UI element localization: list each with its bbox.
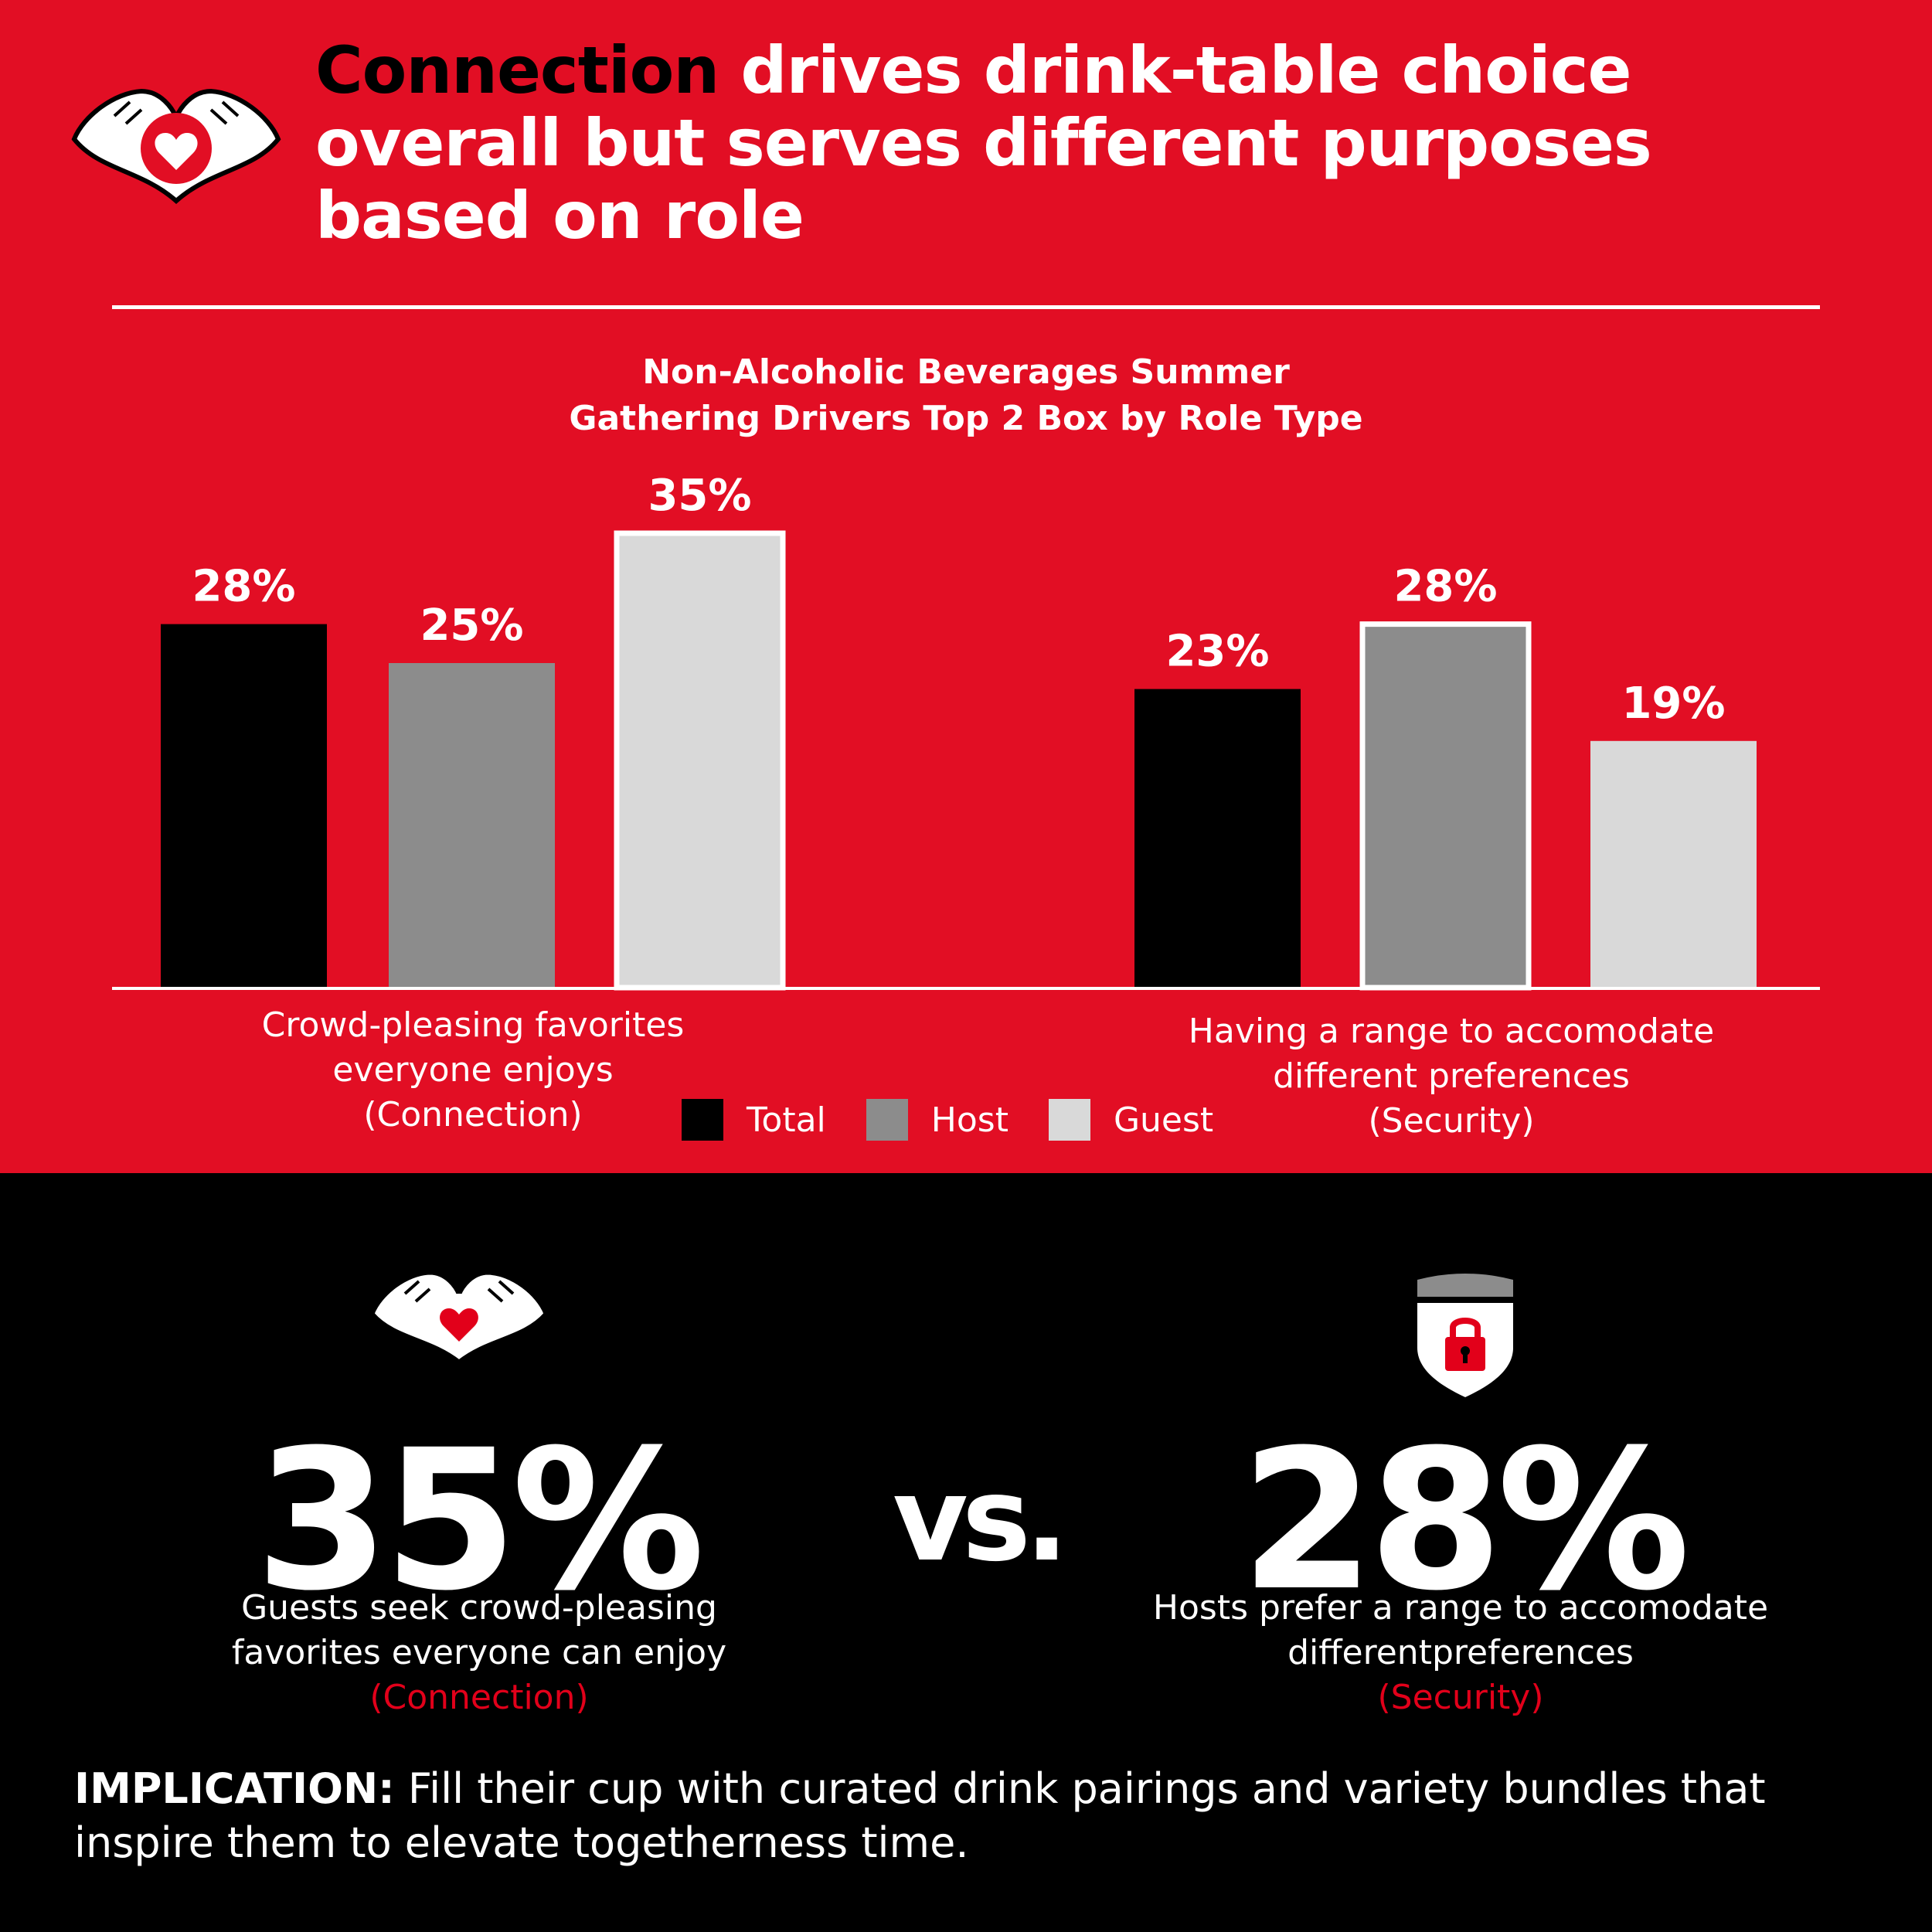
data-label-host-1: 25% [420,600,523,651]
headline: Connection drives drink-table choice ove… [315,34,1861,252]
bar-host-1 [389,663,555,988]
implication: IMPLICATION: Fill their cup with curated… [74,1762,1883,1870]
bar-total-1 [161,624,327,988]
implication-text: Fill their cup with curated drink pairin… [74,1764,1766,1867]
data-label-total-1: 28% [192,562,295,612]
vs-text: vs. [892,1453,1069,1587]
divider [112,305,1820,309]
bottom-panel [0,1173,1932,1932]
data-label-total-2: 23% [1165,627,1269,677]
chart-title-line-1: Non-Alcoholic Beverages Summer [642,352,1290,392]
bar-host-2 [1359,621,1532,991]
legend-label-guest: Guest [1113,1100,1214,1140]
category-label-connection: Crowd-pleasing favorites everyone enjoys… [261,1005,685,1134]
category-label-security: Having a range to accomodate different p… [1188,1012,1715,1141]
legend: Total Host Guest [682,1097,1253,1142]
top-panel: Connection drives drink-table choice ove… [0,0,1932,1173]
bar-total-2 [1134,689,1301,988]
bar-guest-1 [614,530,786,991]
legend-swatch-host [866,1099,908,1141]
stat-description-host: Hosts prefer a range to accomodate diffe… [1113,1586,1808,1720]
lock-shield-icon [1411,1272,1519,1400]
legend-swatch-guest [1048,1099,1090,1141]
legend-item-host: Host [866,1099,1009,1141]
stat-description-guest: Guests seek crowd-pleasing favorites eve… [185,1586,773,1720]
stat-tag-security: (Security) [1377,1678,1544,1717]
stat-tag-connection: (Connection) [369,1678,589,1717]
heart-hands-icon [366,1267,552,1368]
headline-strong: Connection [315,32,719,108]
implication-label: IMPLICATION: [74,1764,395,1813]
legend-label-host: Host [930,1100,1009,1140]
chart-title-line-2: Gathering Drivers Top 2 Box by Role Type [569,399,1362,438]
legend-item-total: Total [682,1099,826,1141]
stat-text-guest: Guests seek crowd-pleasing favorites eve… [231,1588,727,1672]
legend-item-guest: Guest [1048,1099,1214,1141]
stat-text-host: Hosts prefer a range to accomodate diffe… [1152,1588,1769,1672]
data-label-guest-1: 35% [648,471,751,521]
data-label-host-2: 28% [1393,562,1497,612]
x-axis-line [112,987,1820,990]
big-stat-host: 28% [1240,1408,1690,1633]
big-stat-guest: 35% [255,1408,705,1633]
bar-chart: Non-Alcoholic Beverages Summer Gathering … [112,352,1820,991]
legend-swatch-total [682,1099,723,1141]
data-label-guest-2: 19% [1621,679,1725,729]
headline-rest: drives drink-table choice overall but se… [315,32,1652,253]
bar-guest-2 [1590,740,1757,988]
heart-hands-icon [68,85,284,209]
legend-label-total: Total [747,1100,826,1140]
